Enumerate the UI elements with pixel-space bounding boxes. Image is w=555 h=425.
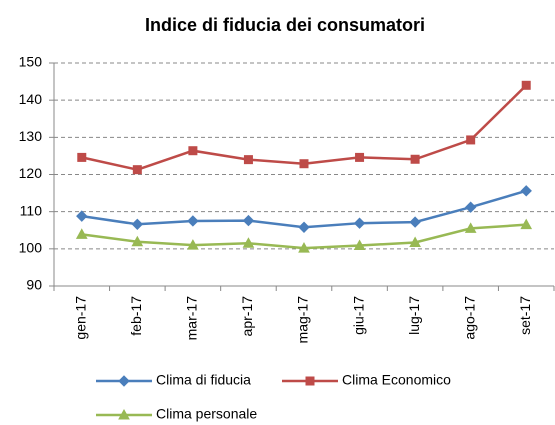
legend-marker <box>118 375 130 387</box>
x-tick-label: gen-17 <box>72 296 88 340</box>
data-point <box>77 152 87 162</box>
data-point <box>242 237 255 248</box>
data-point <box>464 222 477 233</box>
data-point <box>410 154 420 164</box>
x-tick-label: giu-17 <box>350 296 366 335</box>
data-point <box>243 155 253 165</box>
x-tick-label: feb-17 <box>128 296 144 336</box>
x-tick-label: apr-17 <box>239 296 255 337</box>
data-point <box>353 239 366 250</box>
data-point <box>409 216 421 228</box>
data-point <box>520 185 532 197</box>
y-tick-label: 90 <box>26 277 42 293</box>
data-point <box>298 242 310 253</box>
y-tick-label: 120 <box>19 165 43 181</box>
data-point <box>132 165 142 175</box>
data-point <box>187 215 199 227</box>
data-point <box>521 80 531 90</box>
x-tick-label: mar-17 <box>184 296 200 341</box>
chart-title: Indice di fiducia dei consumatori <box>145 15 425 35</box>
y-tick-label: 140 <box>19 91 43 107</box>
y-tick-label: 100 <box>19 240 43 256</box>
x-tick-label: ago-17 <box>461 296 477 340</box>
data-point <box>75 228 88 239</box>
legend-label: Clima Economico <box>342 372 451 388</box>
y-tick-label: 110 <box>20 202 43 218</box>
y-tick-label: 150 <box>19 54 43 70</box>
y-tick-label: 130 <box>19 128 43 144</box>
data-point <box>131 235 144 247</box>
data-point <box>355 152 365 162</box>
data-point <box>409 236 421 248</box>
x-tick-label: set-17 <box>517 296 533 335</box>
x-tick-label: lug-17 <box>406 296 422 335</box>
data-point <box>464 201 477 213</box>
data-point <box>187 239 199 250</box>
data-point <box>466 135 476 145</box>
data-point <box>131 218 144 231</box>
data-point <box>76 210 88 222</box>
legend-label: Clima di fiducia <box>156 372 251 388</box>
legend-label: Clima personale <box>156 406 257 422</box>
legend-marker <box>118 408 130 420</box>
data-point <box>520 218 533 230</box>
data-point <box>188 146 198 156</box>
data-point <box>298 221 310 233</box>
x-tick-label: mag-17 <box>295 296 311 344</box>
data-point <box>242 214 255 227</box>
data-point <box>353 217 366 229</box>
data-point <box>299 159 309 169</box>
legend-marker <box>305 376 315 386</box>
series-line <box>81 84 528 171</box>
